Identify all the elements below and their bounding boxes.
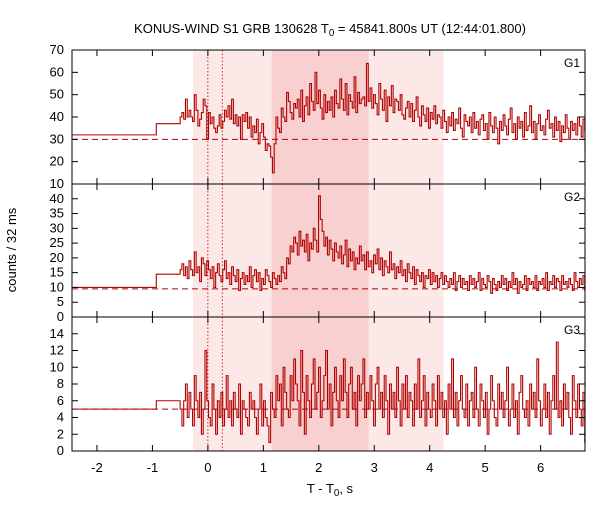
x-axis-label: T - T0, s bbox=[307, 481, 354, 499]
y-tick-label: 15 bbox=[50, 265, 64, 280]
panel-label-g2: G2 bbox=[564, 190, 580, 204]
y-tick-label: 40 bbox=[50, 109, 64, 124]
chart-title-subscript: 0 bbox=[329, 28, 335, 39]
light-curve-g3 bbox=[72, 341, 586, 444]
panel-label-g1: G1 bbox=[564, 56, 580, 70]
y-tick-label: 6 bbox=[57, 393, 64, 408]
y-tick-label: 60 bbox=[50, 64, 64, 79]
y-tick-label: 20 bbox=[50, 154, 64, 169]
y-tick-label: 70 bbox=[50, 42, 64, 57]
y-tick-label: 12 bbox=[50, 343, 64, 358]
y-tick-label: 0 bbox=[57, 443, 64, 458]
chart-title: KONUS-WIND S1 GRB 130628 T0 = 45841.800s… bbox=[134, 21, 526, 39]
y-tick-label: 8 bbox=[57, 376, 64, 391]
light-curve-g2 bbox=[72, 195, 586, 294]
y-tick-label: 20 bbox=[50, 250, 64, 265]
y-tick-label: 4 bbox=[57, 410, 64, 425]
x-tick-label: 1 bbox=[260, 460, 267, 475]
y-tick-label: 5 bbox=[57, 294, 64, 309]
chart-title-rest: = 45841.800s UT (12:44:01.800) bbox=[334, 21, 526, 36]
y-tick-label: 2 bbox=[57, 426, 64, 441]
panel-label-g3: G3 bbox=[564, 323, 580, 337]
y-tick-label: 25 bbox=[50, 235, 64, 250]
x-tick-label: 5 bbox=[482, 460, 489, 475]
y-tick-label: 10 bbox=[50, 176, 64, 191]
x-axis-label-rest: , s bbox=[339, 481, 353, 496]
x-tick-label: 0 bbox=[204, 460, 211, 475]
y-tick-label: 35 bbox=[50, 206, 64, 221]
x-tick-label: 4 bbox=[426, 460, 433, 475]
y-tick-label: 10 bbox=[50, 279, 64, 294]
y-axis-label: counts / 32 ms bbox=[4, 207, 19, 292]
x-tick-label: 2 bbox=[315, 460, 322, 475]
x-axis-label-subscript: 0 bbox=[334, 488, 340, 499]
y-tick-label: 50 bbox=[50, 87, 64, 102]
light-curve-g1 bbox=[72, 62, 586, 174]
y-tick-label: 14 bbox=[50, 326, 64, 341]
x-tick-label: -2 bbox=[91, 460, 103, 475]
y-tick-label: 0 bbox=[57, 309, 64, 324]
x-tick-label: 6 bbox=[537, 460, 544, 475]
chart-title-main: KONUS-WIND S1 GRB 130628 T bbox=[134, 21, 329, 36]
x-tick-label: -1 bbox=[147, 460, 159, 475]
x-tick-label: 3 bbox=[371, 460, 378, 475]
y-tick-label: 40 bbox=[50, 191, 64, 206]
y-tick-label: 10 bbox=[50, 359, 64, 374]
x-axis-label-main: T - T bbox=[307, 481, 334, 496]
y-tick-label: 30 bbox=[50, 220, 64, 235]
y-tick-label: 30 bbox=[50, 131, 64, 146]
